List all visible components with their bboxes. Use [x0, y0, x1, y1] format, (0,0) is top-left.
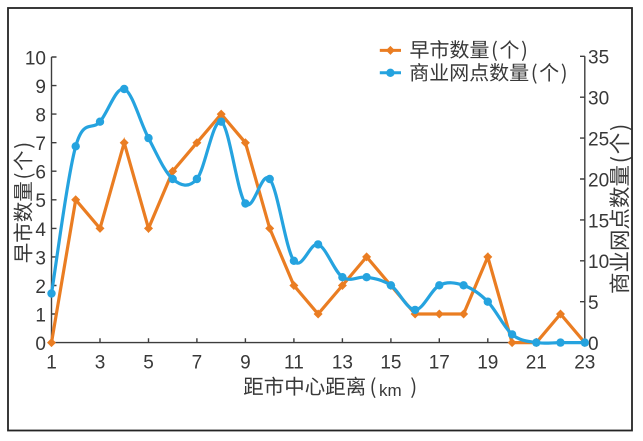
- svg-text:2: 2: [35, 277, 46, 298]
- svg-text:15: 15: [380, 353, 401, 374]
- svg-text:10: 10: [25, 48, 46, 69]
- svg-text:1: 1: [46, 353, 57, 374]
- svg-text:5: 5: [35, 191, 46, 212]
- svg-text:15: 15: [588, 211, 609, 232]
- svg-text:5: 5: [143, 353, 154, 374]
- svg-text:3: 3: [95, 353, 106, 374]
- svg-text:9: 9: [35, 77, 46, 98]
- svg-text:19: 19: [477, 353, 498, 374]
- svg-text:5: 5: [588, 293, 599, 314]
- svg-text:20: 20: [588, 170, 609, 191]
- svg-text:21: 21: [526, 353, 547, 374]
- svg-text:9: 9: [240, 353, 251, 374]
- svg-text:1: 1: [35, 305, 46, 326]
- svg-text:0: 0: [35, 334, 46, 355]
- svg-text:30: 30: [588, 89, 609, 110]
- svg-text:7: 7: [192, 353, 203, 374]
- svg-text:7: 7: [35, 134, 46, 155]
- svg-text:0: 0: [588, 334, 599, 355]
- svg-text:11: 11: [284, 353, 304, 374]
- svg-text:25: 25: [588, 130, 609, 151]
- svg-text:23: 23: [574, 353, 595, 374]
- svg-text:3: 3: [35, 248, 46, 269]
- svg-text:35: 35: [588, 48, 609, 69]
- svg-text:10: 10: [588, 252, 609, 273]
- svg-text:6: 6: [35, 163, 46, 184]
- svg-text:17: 17: [429, 353, 450, 374]
- svg-text:km: km: [379, 381, 402, 400]
- svg-text:13: 13: [332, 353, 353, 374]
- svg-text:4: 4: [35, 220, 46, 241]
- svg-text:8: 8: [35, 106, 46, 127]
